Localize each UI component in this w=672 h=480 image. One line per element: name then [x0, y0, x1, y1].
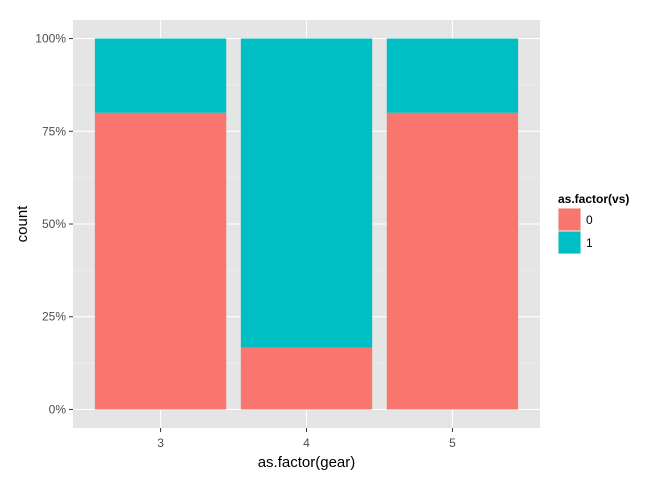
x-axis-title: as.factor(gear)	[258, 454, 356, 471]
y-axis-title: count	[14, 205, 31, 243]
bar-segment-4-0	[240, 347, 373, 410]
bar-segment-5-0	[386, 112, 519, 410]
y-axis: 0% 25% 50% 75% 100%	[35, 32, 73, 416]
y-tick-label: 0%	[49, 402, 67, 416]
x-tick-label: 3	[157, 436, 164, 450]
bar-segment-3-1	[94, 38, 227, 113]
legend-key-1	[558, 231, 581, 254]
x-tick-label: 4	[303, 436, 310, 450]
x-tick-label: 5	[449, 436, 456, 450]
y-tick-label: 75%	[42, 124, 66, 138]
bar-segment-3-0	[94, 112, 227, 410]
bar-segment-4-1	[240, 38, 373, 348]
x-axis: 3 4 5	[157, 428, 456, 450]
legend: as.factor(vs) 0 1	[558, 192, 629, 254]
y-tick-label: 50%	[42, 217, 66, 231]
bars	[94, 38, 519, 410]
y-tick-label: 100%	[35, 32, 66, 46]
y-tick-label: 25%	[42, 310, 66, 324]
bar-segment-5-1	[386, 38, 519, 113]
legend-title: as.factor(vs)	[558, 192, 629, 206]
legend-label-1: 1	[586, 236, 593, 250]
legend-label-0: 0	[586, 213, 593, 227]
legend-key-0	[558, 208, 581, 231]
